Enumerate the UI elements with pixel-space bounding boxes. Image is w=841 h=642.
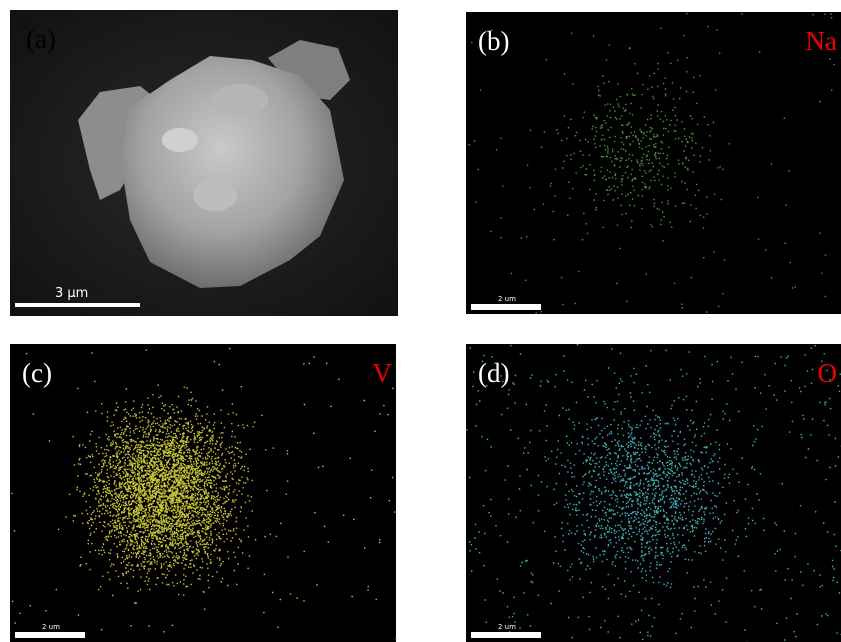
scale-bar-label: 3 μm <box>55 286 88 301</box>
scale-bar <box>15 303 140 307</box>
panel-label: (a) <box>26 24 56 54</box>
panel: 2 um (d) O <box>466 344 841 642</box>
panel: 2 um (c) V <box>10 344 397 642</box>
map-background <box>466 12 841 314</box>
particle-grain <box>162 128 198 152</box>
panel-label: (c) <box>22 358 52 388</box>
scale-bar-label: 2 um <box>498 295 516 303</box>
scale-bar <box>471 304 541 310</box>
element-label: Na <box>806 26 837 56</box>
panel-label: (b) <box>478 26 509 56</box>
panel-label: (d) <box>478 358 509 388</box>
particle-grain <box>193 179 237 211</box>
panel: 2 um (b) Na <box>466 12 841 314</box>
figure: 3 μm (a) 2 um (b) Na 2 um (c) V 2 um (d) O <box>0 0 841 642</box>
element-label: O <box>818 358 838 388</box>
element-label: V <box>373 358 393 388</box>
panel-a: 3 μm (a) <box>10 10 398 316</box>
map-background <box>10 344 396 642</box>
particle-grain <box>212 84 268 116</box>
scale-bar-label: 2 um <box>42 623 60 631</box>
scale-bar <box>471 632 541 638</box>
map-background <box>466 344 841 642</box>
scale-bar-label: 2 um <box>498 623 516 631</box>
scale-bar <box>15 632 85 638</box>
